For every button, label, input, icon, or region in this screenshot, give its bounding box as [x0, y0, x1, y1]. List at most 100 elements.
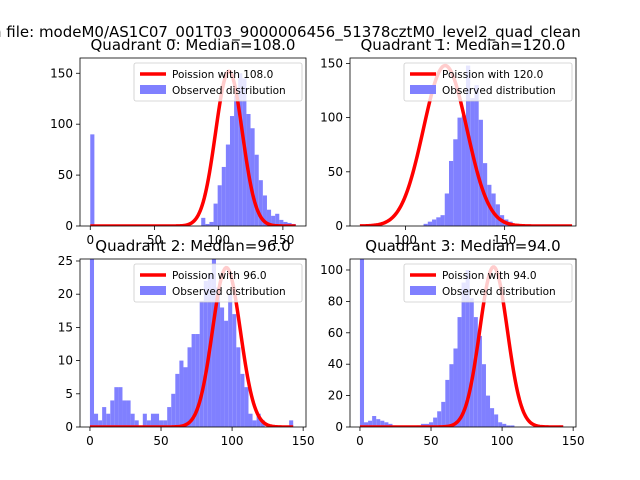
x-tick-label: 0 — [86, 233, 94, 247]
histogram-bar — [179, 360, 184, 427]
x-tick-label: 150 — [271, 233, 294, 247]
histogram-bar — [470, 98, 475, 226]
histogram-bar — [213, 203, 218, 226]
x-tick-label: 150 — [493, 233, 516, 247]
panel-3: Quadrant 3: Median=94.0 0 50 100 150 0 20 40 60 8… — [320, 237, 585, 448]
y-tick-label: 60 — [328, 326, 343, 340]
y-tick-label: 0 — [65, 420, 73, 434]
histogram-bar — [445, 379, 450, 427]
panel-1: Quadrant 1: Median=120.0 100 150 0 50 100 150 P… — [320, 36, 577, 247]
poisson-curve — [90, 69, 296, 226]
histogram-bar — [465, 65, 471, 226]
x-tick-label: 50 — [147, 233, 162, 247]
x-tick-label: 100 — [491, 434, 514, 448]
histogram-bar — [283, 221, 288, 226]
histogram-bar — [506, 425, 511, 427]
panel-title: Quadrant 2: Median=96.0 — [95, 237, 290, 255]
histogram-bar — [461, 115, 466, 226]
legend-box — [133, 62, 303, 102]
histogram-bar — [217, 185, 222, 226]
y-tick-label: 80 — [328, 294, 343, 308]
legend-box — [403, 62, 573, 102]
histogram-bar — [142, 413, 147, 427]
histogram-bar — [429, 422, 434, 427]
histogram-bar — [461, 282, 466, 427]
histogram-bar — [220, 307, 225, 427]
histogram-bar — [191, 334, 196, 427]
y-tick-label: 100 — [320, 263, 343, 277]
histogram-bar — [240, 373, 245, 427]
histogram-bar — [444, 193, 450, 226]
histogram-bar — [171, 393, 176, 427]
legend-label: Poission with 96.0 — [172, 270, 267, 282]
axes-frame — [349, 57, 577, 227]
y-tick-label: 20 — [58, 287, 73, 301]
histogram-bar — [154, 413, 160, 427]
histogram-bar — [106, 413, 111, 427]
histogram-bars — [359, 259, 564, 427]
axes-frame — [79, 57, 307, 227]
legend-box — [403, 263, 573, 303]
x-tick-label: 50 — [423, 434, 438, 448]
histogram-bar — [359, 259, 365, 427]
histogram-bar — [236, 347, 241, 427]
legend: Poission with 94.0 Observed distribution — [403, 263, 573, 303]
histogram-bar — [232, 314, 237, 427]
legend-label: Observed distribution — [442, 286, 556, 298]
histogram-bar — [248, 413, 253, 427]
histogram-bar — [159, 420, 164, 427]
y-tick-label: 0 — [335, 219, 343, 233]
histogram-bar — [114, 387, 119, 427]
axes-frame — [349, 258, 577, 428]
histogram-bar — [427, 221, 433, 226]
x-tick-label: 100 — [394, 233, 417, 247]
histogram-bar — [478, 119, 483, 226]
histogram-bar — [490, 408, 495, 427]
histogram-bar — [498, 422, 503, 427]
histogram-bar — [244, 387, 249, 427]
y-tick-label: 0 — [65, 219, 73, 233]
histogram-bar — [271, 215, 276, 226]
legend: Poission with 108.0 Observed distribution — [133, 62, 303, 102]
histogram-bar — [437, 411, 442, 427]
panel-title: Quadrant 1: Median=120.0 — [361, 36, 566, 54]
y-tick-label: 20 — [328, 389, 343, 403]
histogram-bar — [441, 401, 446, 427]
x-tick-label: 100 — [221, 434, 244, 448]
legend-label: Poission with 120.0 — [442, 69, 543, 81]
histogram-bar — [436, 217, 441, 226]
panel-2: Quadrant 2: Median=96.0 0 50 100 150 0 5 10 15 20… — [58, 237, 315, 448]
y-tick-label: 15 — [58, 320, 73, 334]
histogram-bar — [457, 117, 462, 226]
legend: Poission with 96.0 Observed distribution — [133, 263, 303, 303]
histogram-bar — [474, 85, 479, 226]
histogram-bar — [94, 413, 99, 427]
histogram-bar — [118, 387, 123, 427]
legend-label: Poission with 94.0 — [442, 270, 537, 282]
y-tick-label: 50 — [328, 165, 343, 179]
histogram-bar — [433, 417, 438, 427]
histogram-bar — [211, 259, 216, 427]
legend-bar-swatch — [140, 85, 166, 94]
x-tick-label: 100 — [207, 233, 230, 247]
histogram-bar — [275, 213, 280, 226]
histogram-bar — [262, 195, 267, 226]
histogram-bar — [256, 413, 261, 427]
histogram-bar — [465, 269, 470, 427]
legend-label: Poission with 108.0 — [172, 69, 273, 81]
legend-label: Observed distribution — [172, 85, 286, 97]
histogram-bar — [510, 425, 515, 427]
histogram-bar — [205, 223, 210, 226]
poisson-curve — [359, 265, 564, 427]
histogram-bar — [234, 95, 239, 226]
histogram-bar — [215, 287, 221, 427]
histogram-bar — [134, 420, 139, 427]
histogram-bar — [102, 407, 107, 427]
histogram-bar — [376, 419, 381, 427]
legend-label: Observed distribution — [442, 85, 556, 97]
histogram-bar — [130, 413, 135, 427]
panel-title: Quadrant 0: Median=108.0 — [91, 36, 296, 54]
panel-0: Quadrant 0: Median=108.0 0 50 100 150 0 50 100 1… — [50, 36, 307, 247]
histogram-bar — [167, 407, 172, 427]
